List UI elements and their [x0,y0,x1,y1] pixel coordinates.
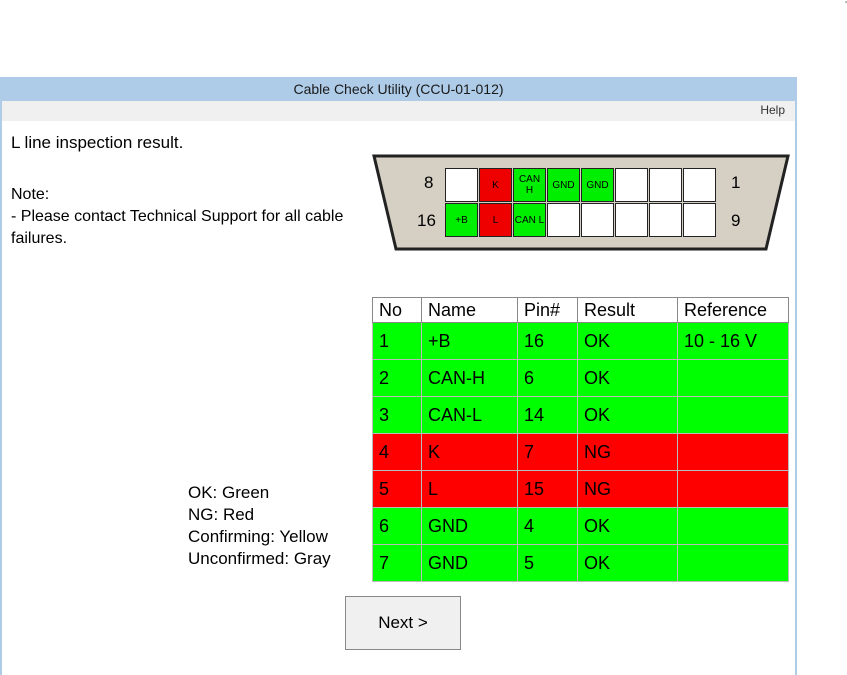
col-pin: Pin# [517,297,578,323]
col-reference: Reference [677,297,789,323]
cell-name: CAN-H [421,359,518,397]
connector-pin: GND [547,168,580,202]
table-row: 7 GND 5 OK [372,544,789,582]
connector-pin [649,203,682,237]
connector-pin [683,203,716,237]
cell-pin: 15 [517,470,578,508]
legend-ng: NG: Red [188,505,255,524]
cell-name: L [421,470,518,508]
cell-ref: 10 - 16 V [677,322,789,360]
cell-result: OK [577,359,678,397]
cell-pin: 7 [517,433,578,471]
cell-pin: 6 [517,359,578,397]
cell-result: NG [577,470,678,508]
cell-name: CAN-L [421,396,518,434]
connector-pin [547,203,580,237]
connector-pin: K [479,168,512,202]
connector-pin: GND [581,168,614,202]
color-legend: OK: Green NG: Red Confirming: Yellow Unc… [188,482,331,570]
cell-result: OK [577,544,678,582]
cell-ref [677,359,789,397]
cell-ref [677,433,789,471]
table-row: 1 +B 16 OK 10 - 16 V [372,322,789,360]
pin-label-1: 1 [731,173,741,192]
cell-no: 1 [372,322,422,360]
cell-ref [677,470,789,508]
cell-ref [677,396,789,434]
connector-pin: CAN H [513,168,546,202]
pin-label-8: 8 [424,173,434,192]
menu-bar: Help [2,101,795,121]
cell-result: OK [577,507,678,545]
note-title: Note: [11,186,50,203]
support-note: Note: - Please contact Technical Support… [11,184,361,250]
table-row: 5 L 15 NG [372,470,789,508]
connector-pin: L [479,203,512,237]
help-menu[interactable]: Help [760,103,785,117]
cell-ref [677,544,789,582]
cell-no: 6 [372,507,422,545]
app-window: Cable Check Utility (CCU-01-012) Help L … [0,77,797,675]
pin-label-16: 16 [417,211,436,230]
legend-confirming: Confirming: Yellow [188,527,328,546]
connector-pin [581,203,614,237]
result-heading: L line inspection result. [11,133,184,152]
cell-no: 4 [372,433,422,471]
legend-ok: OK: Green [188,483,270,502]
cell-pin: 14 [517,396,578,434]
note-text: - Please contact Technical Support for a… [11,208,344,247]
connector-pin [649,168,682,202]
table-row: 4 K 7 NG [372,433,789,471]
corner-mark: ' [845,0,847,11]
window-title: Cable Check Utility (CCU-01-012) [293,81,504,97]
window-client-area: Help L line inspection result. Note: - P… [2,101,795,675]
connector-pin [445,168,478,202]
connector-pin: +B [445,203,478,237]
connector-pin [615,203,648,237]
cell-pin: 5 [517,544,578,582]
legend-unconfirmed: Unconfirmed: Gray [188,549,331,568]
cell-no: 2 [372,359,422,397]
cell-result: OK [577,322,678,360]
table-row: 3 CAN-L 14 OK [372,396,789,434]
cell-ref [677,507,789,545]
col-result: Result [577,297,678,323]
cell-name: +B [421,322,518,360]
cell-no: 5 [372,470,422,508]
table-header-row: No Name Pin# Result Reference [372,297,789,323]
cell-name: GND [421,507,518,545]
cell-no: 3 [372,396,422,434]
cell-result: NG [577,433,678,471]
cell-result: OK [577,396,678,434]
cell-name: GND [421,544,518,582]
cell-name: K [421,433,518,471]
table-row: 2 CAN-H 6 OK [372,359,789,397]
connector-pin: CAN L [513,203,546,237]
cell-pin: 4 [517,507,578,545]
cell-pin: 16 [517,322,578,360]
pin-label-9: 9 [731,211,741,230]
table-row: 6 GND 4 OK [372,507,789,545]
col-name: Name [421,297,518,323]
col-no: No [372,297,422,323]
cell-no: 7 [372,544,422,582]
next-button[interactable]: Next > [345,596,461,650]
connector-diagram: 8 1 16 9 K CAN H GND GND +B L CAN L [372,153,790,253]
connector-pin [615,168,648,202]
results-table: No Name Pin# Result Reference 1 +B 16 OK 10 … [372,297,789,582]
connector-pin [683,168,716,202]
